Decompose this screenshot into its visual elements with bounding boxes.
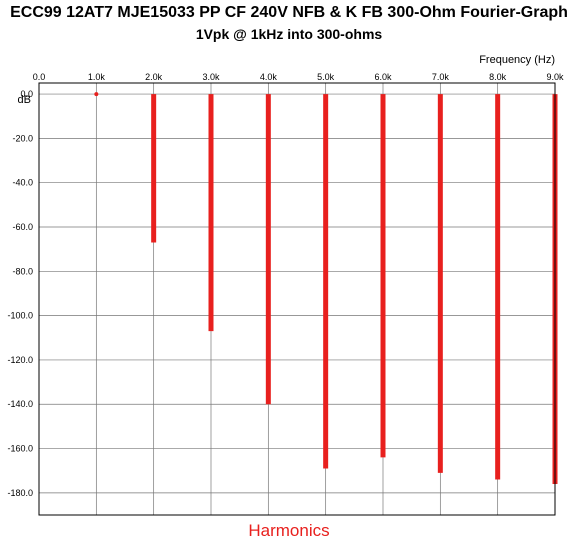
y-tick-label-1: -20.0	[12, 133, 33, 143]
y-tick-label-7: -140.0	[7, 399, 33, 409]
y-axis-label: dB	[18, 94, 31, 106]
x-tick-label-0: 0.0	[33, 72, 46, 82]
harmonics-label: Harmonics	[248, 521, 330, 540]
x-tick-label-6: 6.0k	[374, 72, 392, 82]
chart-subtitle: 1Vpk @ 1kHz into 300-ohms	[195, 26, 383, 42]
x-tick-label-8: 8.0k	[489, 72, 507, 82]
x-tick-label-1: 1.0k	[88, 72, 106, 82]
harmonic-bar-0	[94, 92, 99, 97]
x-tick-label-5: 5.0k	[317, 72, 335, 82]
y-tick-label-8: -160.0	[7, 444, 33, 454]
grid	[38, 83, 556, 515]
x-tick-label-3: 3.0k	[202, 72, 220, 82]
y-tick-label-3: -60.0	[12, 222, 33, 232]
tick-labels: 0.0 1.0k 2.0k 3.0k 4.0k 5.0k 6.0k 7.0k 8.0k 9.0k 0…	[7, 72, 564, 498]
y-tick-label-0: 0.0	[20, 89, 33, 99]
x-tick-label-4: 4.0k	[260, 72, 278, 82]
y-tick-label-2: -40.0	[12, 178, 33, 188]
x-tick-label-9: 9.0k	[546, 72, 564, 82]
plot-frame	[38, 82, 556, 516]
chart-title: ECC99 12AT7 MJE15033 PP CF 240V NFB & K …	[10, 4, 568, 21]
x-tick-label-2: 2.0k	[145, 72, 163, 82]
harmonic-bars	[94, 92, 558, 484]
y-tick-label-4: -80.0	[12, 266, 33, 276]
x-axis-label: Frequency (Hz)	[479, 54, 555, 66]
x-tick-label-7: 7.0k	[432, 72, 450, 82]
y-tick-label-6: -120.0	[7, 355, 33, 365]
y-tick-label-5: -100.0	[7, 311, 33, 321]
y-tick-label-9: -180.0	[7, 488, 33, 498]
